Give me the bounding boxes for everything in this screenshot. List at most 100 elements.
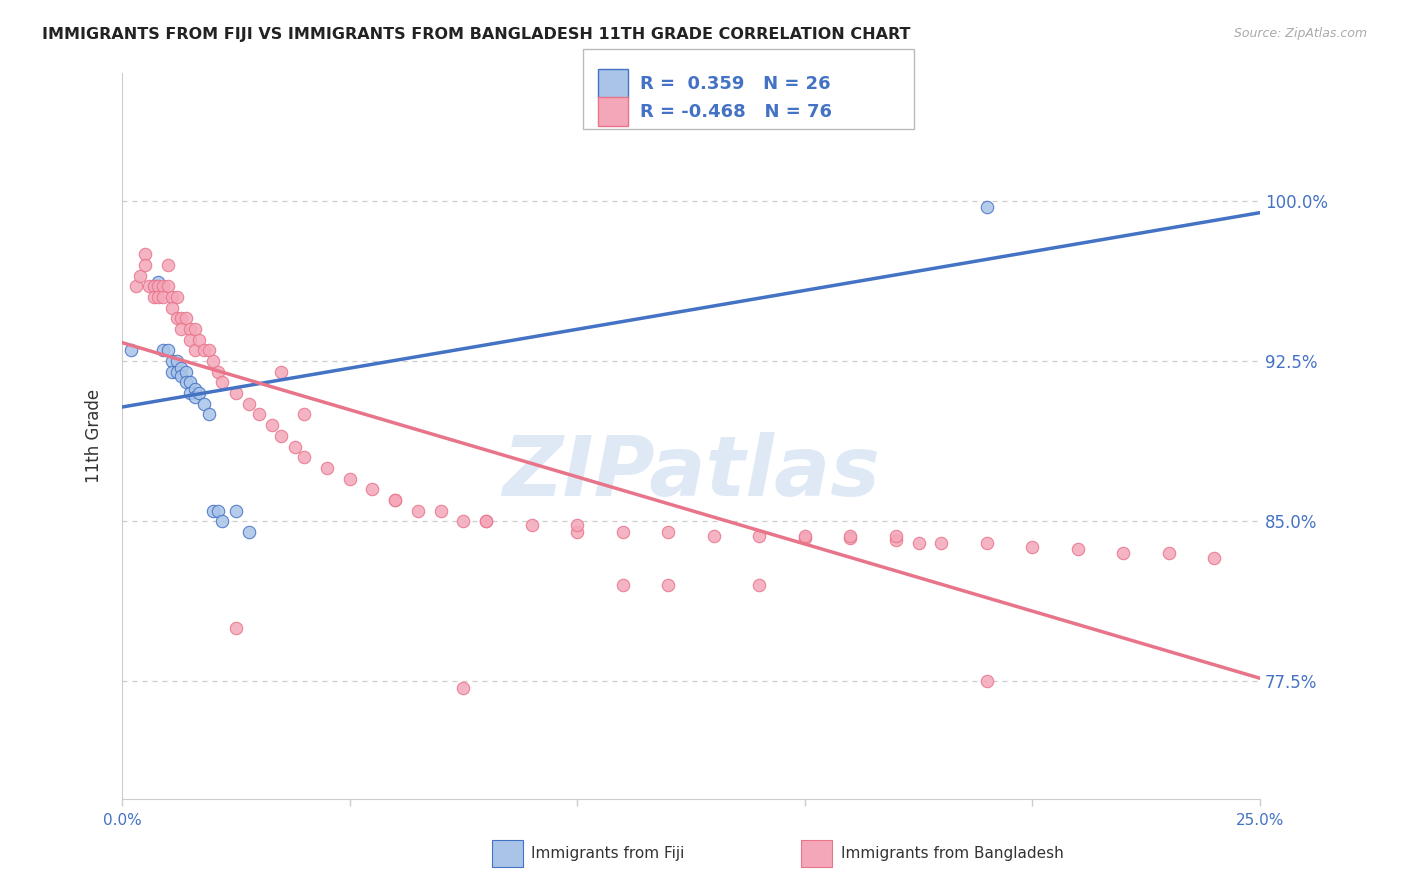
Point — [142, 290, 165, 304]
Point — [907, 535, 929, 549]
Point — [134, 247, 156, 261]
Text: R =  0.359   N = 26: R = 0.359 N = 26 — [640, 75, 831, 93]
Point — [657, 524, 679, 539]
Point — [184, 343, 207, 358]
Point — [270, 429, 292, 443]
Point — [339, 471, 361, 485]
Point — [188, 386, 211, 401]
Point — [475, 514, 498, 528]
Point — [976, 535, 998, 549]
Point — [453, 681, 475, 695]
Point — [170, 360, 193, 375]
Point — [179, 322, 201, 336]
Point — [174, 311, 197, 326]
Point — [184, 382, 207, 396]
Point — [567, 524, 589, 539]
Point — [197, 343, 219, 358]
Point — [120, 343, 142, 358]
Point — [384, 492, 406, 507]
Point — [179, 376, 201, 390]
Point — [839, 529, 862, 543]
Point — [179, 333, 201, 347]
Point — [748, 578, 770, 592]
Point — [166, 365, 188, 379]
Point — [202, 354, 225, 368]
Text: R = -0.468   N = 76: R = -0.468 N = 76 — [640, 103, 832, 120]
Text: Source: ZipAtlas.com: Source: ZipAtlas.com — [1233, 27, 1367, 40]
Point — [138, 279, 160, 293]
Point — [148, 279, 170, 293]
Point — [292, 450, 315, 465]
Point — [361, 482, 384, 496]
Point — [211, 514, 233, 528]
Point — [1157, 546, 1180, 560]
Point — [1067, 541, 1090, 556]
Point — [225, 386, 247, 401]
Point — [207, 503, 229, 517]
Point — [657, 578, 679, 592]
Text: IMMIGRANTS FROM FIJI VS IMMIGRANTS FROM BANGLADESH 11TH GRADE CORRELATION CHART: IMMIGRANTS FROM FIJI VS IMMIGRANTS FROM … — [42, 27, 911, 42]
Point — [160, 365, 183, 379]
Point — [520, 518, 543, 533]
Point — [748, 529, 770, 543]
Point — [976, 674, 998, 689]
Point — [160, 301, 183, 315]
Point — [166, 311, 188, 326]
Point — [156, 279, 179, 293]
Point — [160, 354, 183, 368]
Point — [225, 621, 247, 635]
Point — [406, 503, 429, 517]
Point — [125, 279, 148, 293]
Point — [270, 365, 292, 379]
Point — [207, 365, 229, 379]
Point — [142, 279, 165, 293]
Point — [156, 343, 179, 358]
Point — [238, 397, 260, 411]
Point — [884, 529, 907, 543]
Point — [839, 531, 862, 545]
Point — [166, 290, 188, 304]
Point — [184, 391, 207, 405]
Point — [247, 408, 270, 422]
Point — [475, 514, 498, 528]
Point — [793, 531, 815, 545]
Text: ZIPatlas: ZIPatlas — [502, 432, 880, 513]
Point — [315, 461, 337, 475]
Point — [612, 578, 634, 592]
Point — [152, 279, 174, 293]
Point — [193, 397, 215, 411]
Text: 25.0%: 25.0% — [1236, 814, 1284, 829]
Point — [129, 268, 152, 283]
Point — [1204, 550, 1226, 565]
Point — [134, 258, 156, 272]
Point — [202, 503, 225, 517]
Point — [793, 529, 815, 543]
Point — [184, 322, 207, 336]
Point — [152, 343, 174, 358]
Point — [884, 533, 907, 548]
Point — [170, 369, 193, 384]
Point — [612, 524, 634, 539]
Text: 0.0%: 0.0% — [103, 814, 142, 829]
Point — [262, 418, 284, 433]
Point — [142, 279, 165, 293]
Point — [179, 386, 201, 401]
Point — [1021, 540, 1043, 554]
Point — [166, 354, 188, 368]
Y-axis label: 11th Grade: 11th Grade — [86, 389, 103, 483]
Point — [148, 275, 170, 289]
Point — [174, 376, 197, 390]
Point — [225, 503, 247, 517]
Point — [188, 333, 211, 347]
Point — [193, 343, 215, 358]
Point — [148, 290, 170, 304]
Point — [1112, 546, 1135, 560]
Point — [453, 514, 475, 528]
Point — [976, 201, 998, 215]
Point — [384, 492, 406, 507]
Point — [170, 322, 193, 336]
Point — [238, 524, 260, 539]
Point — [567, 518, 589, 533]
Point — [429, 503, 451, 517]
Point — [174, 365, 197, 379]
